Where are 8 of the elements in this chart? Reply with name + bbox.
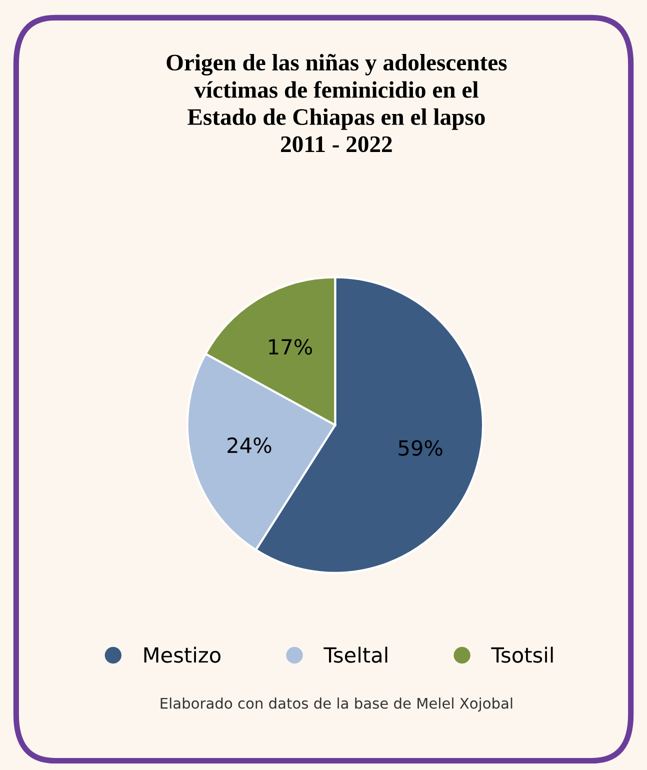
legend-label: Mestizo [144,646,220,663]
data-label: 59% [398,440,442,456]
data-label: 24% [228,437,272,454]
data-label: 17% [269,338,312,355]
legend-label: Tseltal [324,646,388,663]
chart-title: Origen de las niñas y adolescentes víctimas de feminicidio en el Estado de Chiapas en el lapso 2011 - 2022 [166,54,507,152]
legend-label: Tsotsil [491,646,553,663]
text: Elaborado con datos de la base de Melel Xojobal [160,697,512,712]
